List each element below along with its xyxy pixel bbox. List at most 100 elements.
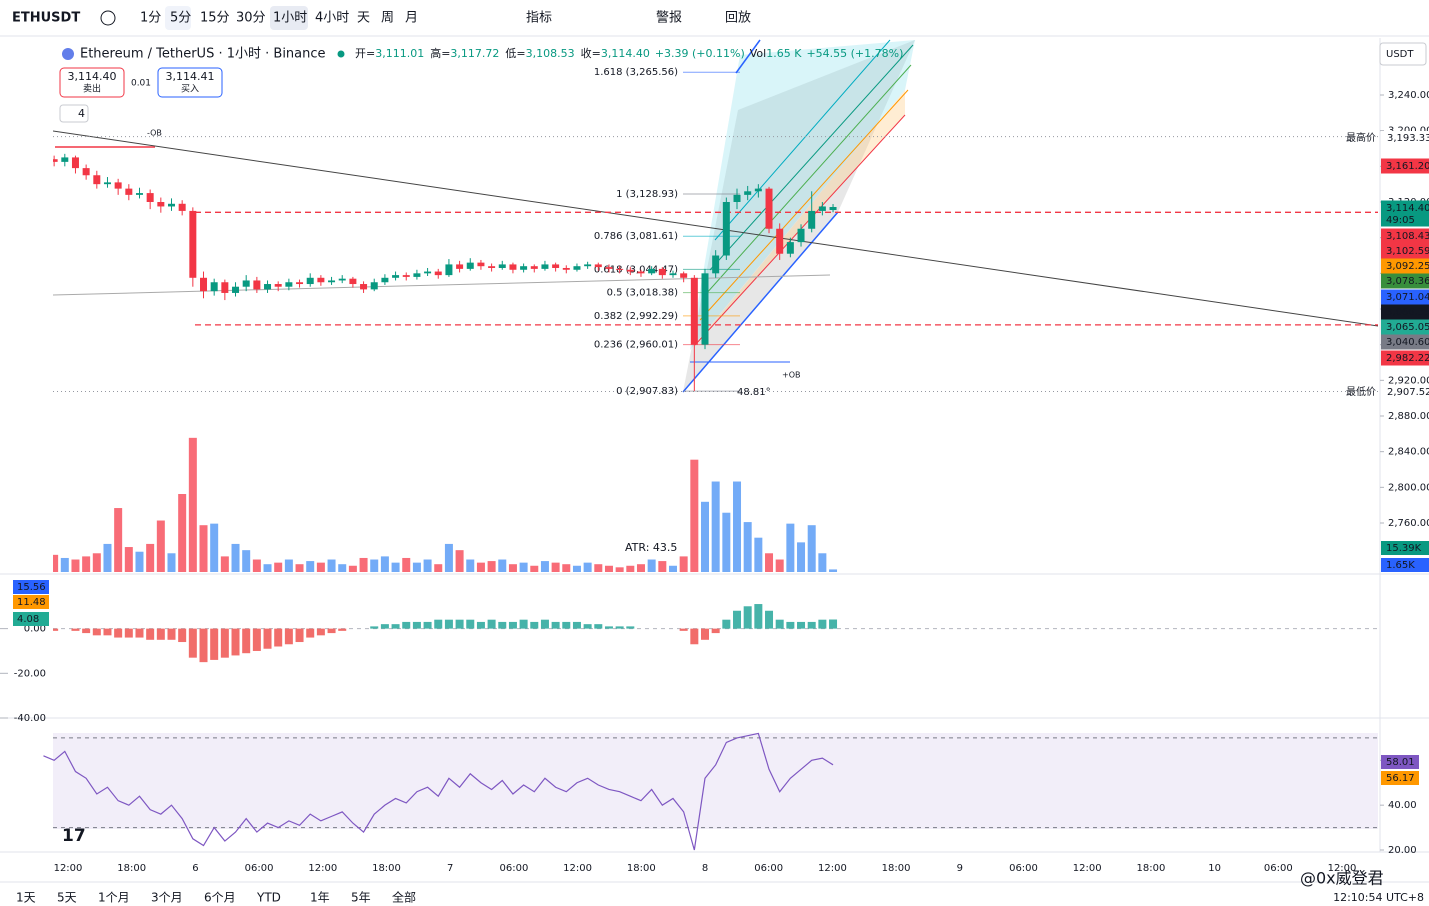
volume-bar [135, 551, 144, 572]
volume-tag [1381, 541, 1429, 555]
range-button[interactable]: 全部 [392, 890, 416, 905]
currency: USDT [1386, 49, 1414, 60]
macd-bar [754, 604, 763, 629]
candle-body [317, 277, 325, 283]
time-label: 12:00 [308, 863, 337, 874]
indicator-toggle[interactable] [59, 104, 89, 123]
candle-body [402, 275, 410, 277]
candle-body [765, 188, 773, 229]
price-tag-text: 3,071.04 [1386, 292, 1429, 303]
time-label: 8 [702, 863, 708, 874]
range-button[interactable]: 3个月 [151, 891, 183, 905]
rsi-line [43, 732, 834, 851]
candle-body [285, 282, 293, 287]
volume-bar [455, 550, 464, 572]
replay-button[interactable]: 回放 [725, 11, 751, 26]
candle-body [605, 267, 613, 269]
interval-button[interactable]: 周 [381, 11, 394, 26]
candle-body [562, 267, 570, 270]
range-button[interactable]: YTD [256, 891, 281, 905]
price-tag-text: 3,092.25 [1386, 261, 1429, 272]
price-tag [1381, 289, 1429, 305]
macd-tag-text: 15.56 [17, 582, 46, 593]
macd-bar [188, 628, 197, 658]
time-label: 6 [192, 863, 198, 874]
range-button[interactable]: 1个月 [98, 891, 130, 905]
macd-bar [583, 624, 592, 629]
fib-channel-bg [683, 40, 915, 392]
candle-body [477, 262, 485, 267]
range-button[interactable]: 5年 [351, 891, 371, 905]
interval-button[interactable]: 4小时 [315, 11, 349, 26]
sell-button[interactable] [59, 67, 125, 98]
range-button[interactable]: 5天 [57, 891, 77, 905]
price-tag-text: 3,066.35 [1386, 307, 1429, 318]
extreme-bg [1381, 131, 1429, 145]
volume-bar [786, 523, 795, 572]
buy-price: 3,114.41 [166, 70, 215, 83]
macd-bar [92, 628, 101, 636]
macd-bar [295, 628, 304, 643]
time-label: 06:00 [245, 863, 274, 874]
spread: 0.01 [131, 79, 151, 89]
time-label: 06:00 [754, 863, 783, 874]
indicators-button[interactable]: 指标 [526, 11, 552, 26]
volume-bar [92, 553, 101, 572]
macd-tag [13, 595, 49, 609]
macd-bar [146, 628, 155, 640]
legend-value: +54.55 (+1.78%) [806, 47, 903, 60]
macd-bar [199, 628, 208, 663]
interval-button[interactable]: 5分 [170, 11, 191, 26]
volume-bar [466, 559, 475, 572]
candle-body [744, 191, 752, 195]
alerts-button[interactable]: 警报 [656, 10, 682, 26]
y-tick-label: 2,880.00 [1388, 411, 1429, 422]
fib-label: 0.618 (3,044.47) [594, 264, 678, 275]
rsi-tag-text: 56.17 [1386, 773, 1415, 784]
range-button[interactable]: 1天 [16, 891, 36, 905]
candle-body [370, 282, 378, 290]
volume-bar [220, 556, 229, 572]
time-label: 7 [447, 863, 453, 874]
symbol[interactable]: ETHUSDT [12, 11, 80, 26]
atr-label: ATR: 43.5 [625, 541, 677, 554]
y-tick-label: 40.00 [1388, 800, 1417, 811]
price-tag-text: 3,114.40 [1386, 203, 1429, 214]
time-label: 12:00 [563, 863, 592, 874]
interval-button[interactable]: 天 [357, 11, 370, 26]
price-tag-text: 3,108.43 [1386, 231, 1429, 242]
volume-bar [647, 559, 656, 572]
moving-average [53, 274, 831, 296]
macd-bar [114, 628, 123, 638]
volume-bar [594, 564, 603, 572]
price-tag [1381, 319, 1429, 335]
candle-body [232, 286, 240, 293]
volume-bar [636, 564, 645, 572]
interval-button[interactable]: 30分 [236, 11, 266, 26]
macd-bar [316, 628, 325, 636]
buy-button[interactable] [157, 67, 223, 98]
price-tag-text: 3,040.60 [1386, 337, 1429, 348]
volume-bar [476, 562, 485, 572]
currency-button[interactable] [1379, 42, 1427, 66]
interval-button[interactable]: 月 [405, 11, 418, 26]
ob-label: -OB [147, 129, 162, 138]
range-button[interactable]: 1年 [310, 891, 330, 905]
range-button[interactable]: 6个月 [204, 891, 236, 905]
volume-bar [359, 557, 368, 572]
interval-button[interactable]: 15分 [200, 11, 230, 26]
candle-body [338, 278, 346, 281]
candle-body [637, 271, 645, 274]
price-tag [1381, 228, 1429, 244]
legend-value: 开= [355, 47, 375, 60]
ohlc-legend: 开=3,111.01 高=3,117.72 低=3,108.53 收=3,114.40… [355, 46, 903, 60]
macd-bar [626, 626, 635, 629]
volume-bar [327, 559, 336, 572]
fib-label: 0.786 (3,081.61) [594, 231, 678, 242]
active-interval-bg [165, 6, 191, 30]
interval-button[interactable]: 1分 [140, 11, 161, 26]
add-symbol[interactable] [100, 10, 116, 26]
macd-bar [604, 626, 613, 629]
interval-button[interactable]: 1小时 [273, 11, 307, 26]
candle-body [434, 271, 442, 276]
